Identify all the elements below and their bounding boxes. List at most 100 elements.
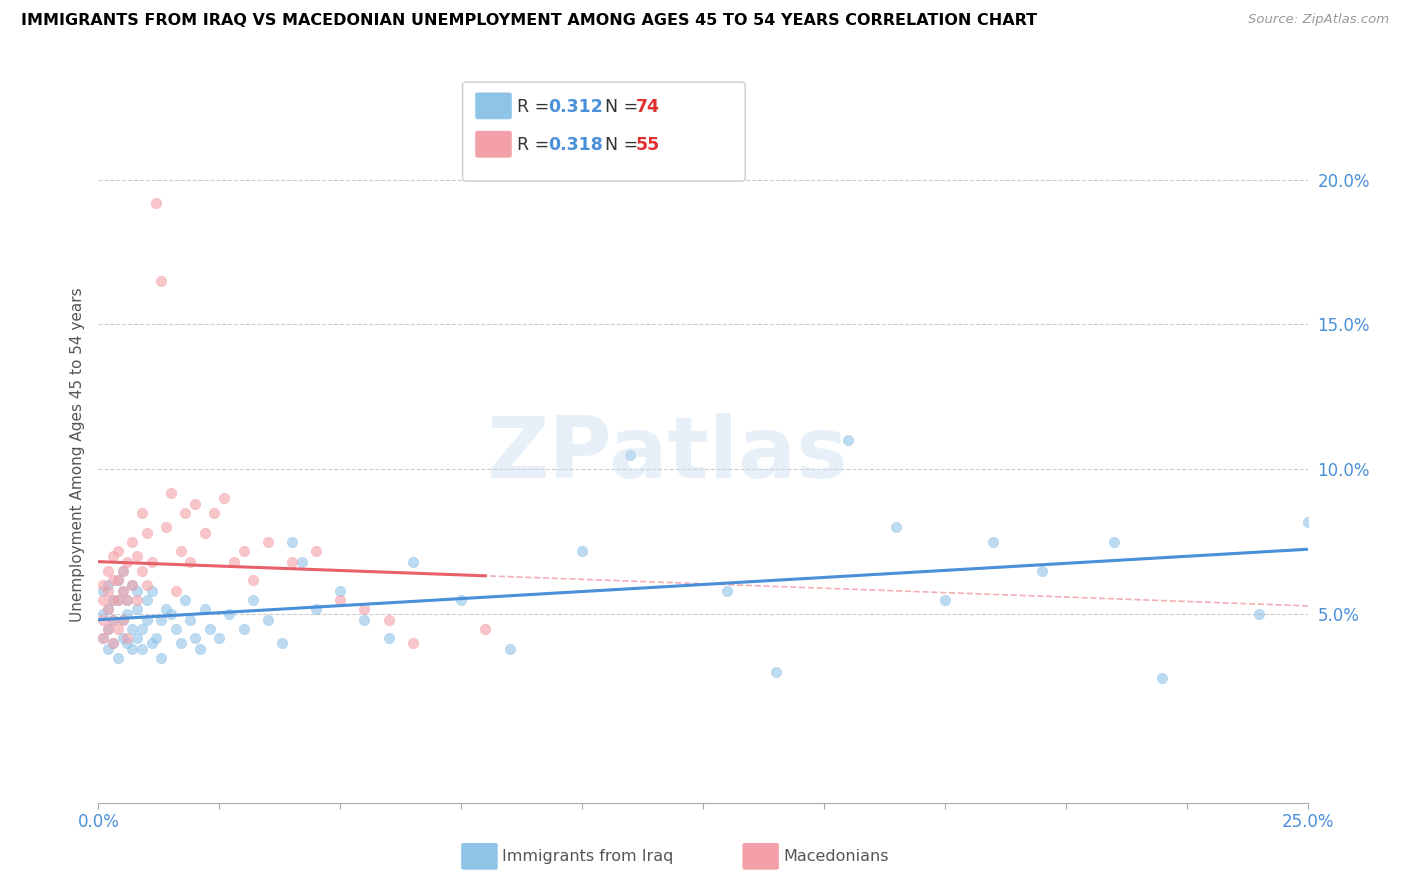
Point [101, 592, 124, 607]
Point [329, 584, 352, 599]
Point [981, 534, 1004, 549]
Point [135, 592, 157, 607]
Point [150, 613, 173, 627]
Point [127, 631, 149, 645]
Point [101, 573, 124, 587]
Point [837, 434, 859, 448]
Point [934, 592, 956, 607]
Point [184, 631, 207, 645]
Point [121, 622, 143, 636]
Point [174, 592, 197, 607]
Point [121, 642, 143, 657]
Text: IMMIGRANTS FROM IRAQ VS MACEDONIAN UNEMPLOYMENT AMONG AGES 45 TO 54 YEARS CORREL: IMMIGRANTS FROM IRAQ VS MACEDONIAN UNEMP… [21, 13, 1038, 29]
Point [155, 601, 177, 615]
Point [111, 564, 134, 578]
Point [160, 485, 183, 500]
Point [377, 631, 399, 645]
Point [1249, 607, 1271, 622]
Point [91, 592, 114, 607]
Point [256, 534, 278, 549]
Point [450, 592, 472, 607]
Point [242, 573, 264, 587]
Point [101, 613, 124, 627]
Point [135, 613, 157, 627]
Point [127, 549, 149, 564]
Point [111, 564, 134, 578]
Point [127, 601, 149, 615]
Point [141, 555, 163, 569]
Point [150, 274, 173, 288]
Point [179, 555, 201, 569]
Point [174, 506, 197, 520]
Point [97, 601, 120, 615]
Point [165, 584, 187, 599]
Point [1320, 526, 1343, 541]
Point [1296, 515, 1319, 529]
Point [232, 543, 254, 558]
Point [179, 613, 201, 627]
Point [117, 592, 139, 607]
Point [97, 622, 120, 636]
Point [571, 543, 593, 558]
Point [305, 543, 328, 558]
Point [329, 592, 352, 607]
Text: Immigrants from Iraq: Immigrants from Iraq [502, 849, 673, 863]
Point [155, 520, 177, 534]
Text: 0.318: 0.318 [548, 136, 603, 154]
Point [160, 607, 183, 622]
Point [204, 506, 226, 520]
Point [716, 584, 738, 599]
Point [107, 592, 129, 607]
Text: N =: N = [605, 136, 644, 154]
Point [141, 636, 163, 650]
Point [135, 526, 157, 541]
Point [242, 592, 264, 607]
Point [353, 613, 375, 627]
Point [194, 526, 217, 541]
Point [135, 578, 157, 592]
Point [91, 631, 114, 645]
Point [305, 601, 328, 615]
Point [117, 555, 139, 569]
Point [290, 555, 312, 569]
Point [127, 592, 149, 607]
Point [107, 622, 129, 636]
Point [141, 584, 163, 599]
Point [101, 636, 124, 650]
Point [281, 534, 304, 549]
Point [165, 622, 187, 636]
Text: Source: ZipAtlas.com: Source: ZipAtlas.com [1249, 13, 1389, 27]
Point [127, 584, 149, 599]
Point [1102, 534, 1125, 549]
Point [97, 642, 120, 657]
Point [169, 543, 191, 558]
Point [121, 578, 143, 592]
Point [619, 448, 641, 462]
Point [121, 534, 143, 549]
Point [145, 195, 167, 210]
Point [117, 592, 139, 607]
Text: N =: N = [605, 98, 644, 116]
Point [131, 622, 153, 636]
Text: 0.312: 0.312 [548, 98, 603, 116]
Point [121, 578, 143, 592]
Point [91, 578, 114, 592]
Point [377, 613, 399, 627]
Point [101, 592, 124, 607]
Point [498, 642, 520, 657]
Point [111, 584, 134, 599]
Point [232, 622, 254, 636]
Point [1152, 671, 1174, 685]
Point [131, 642, 153, 657]
Point [353, 601, 375, 615]
Point [1031, 564, 1053, 578]
Point [184, 497, 207, 511]
Point [111, 584, 134, 599]
Point [117, 631, 139, 645]
Point [886, 520, 908, 534]
Point [208, 631, 231, 645]
Point [222, 555, 245, 569]
Point [107, 573, 129, 587]
Point [111, 613, 134, 627]
Point [111, 613, 134, 627]
